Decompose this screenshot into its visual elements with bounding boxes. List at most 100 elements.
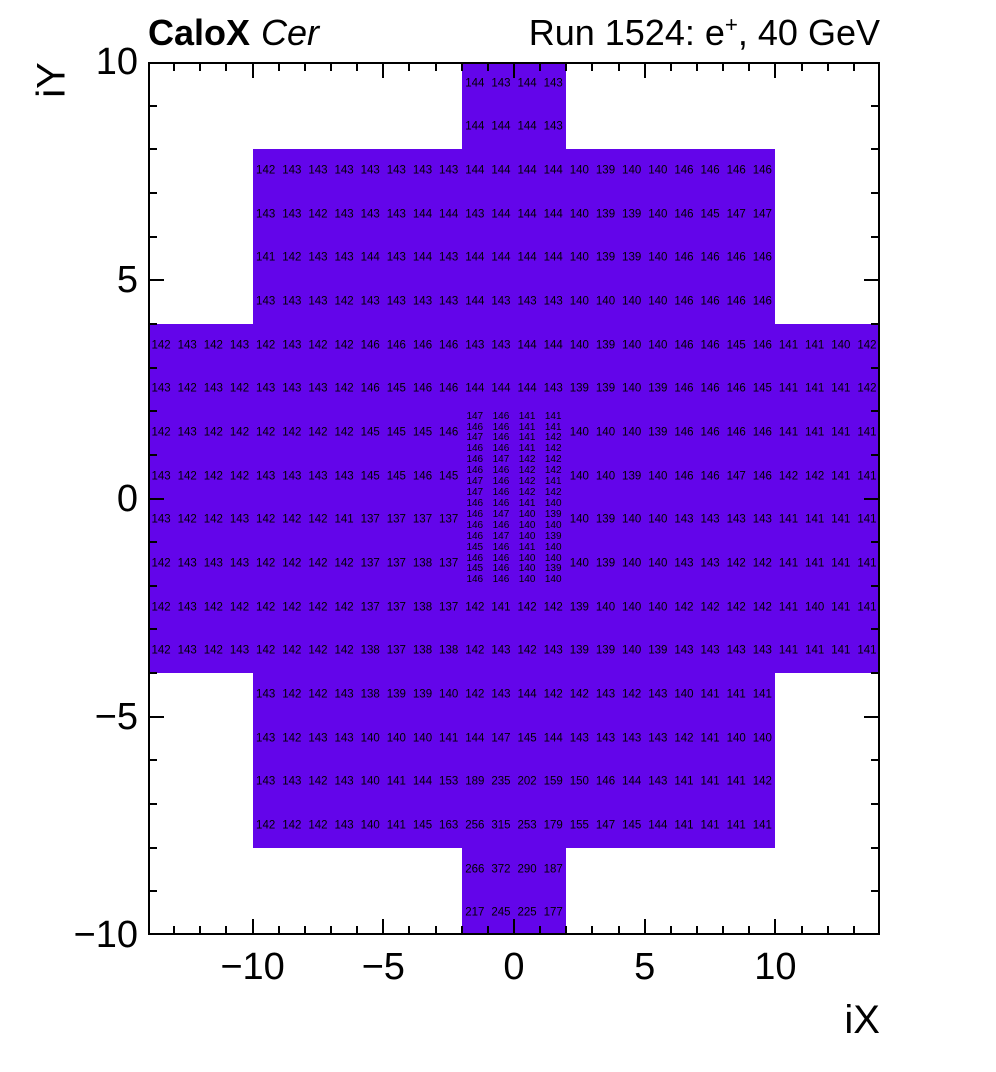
dense-cell-value: 147 xyxy=(466,410,484,422)
cell-value: 146 xyxy=(674,338,694,351)
cell-value: 141 xyxy=(700,775,720,788)
cell-value: 144 xyxy=(517,688,537,701)
cell-value: 140 xyxy=(752,731,772,744)
cell-value: 145 xyxy=(386,382,406,395)
cell-value: 137 xyxy=(439,600,459,613)
cell-value: 144 xyxy=(465,295,485,308)
x-major-tick-mirror xyxy=(643,62,646,78)
cell-value: 140 xyxy=(648,295,668,308)
cell-value: 144 xyxy=(439,208,459,221)
cell-value: 145 xyxy=(386,426,406,439)
cell-value: 141 xyxy=(778,644,799,657)
y-minor-tick-mirror xyxy=(871,803,880,806)
cell-value: 143 xyxy=(648,731,668,744)
dense-cell-value: 147 xyxy=(492,454,510,466)
cell-value: 141 xyxy=(334,513,354,526)
cell-value: 140 xyxy=(648,251,668,264)
cell-value: 141 xyxy=(386,775,406,788)
cell-value: 140 xyxy=(595,295,616,308)
cell-value: 143 xyxy=(256,382,276,395)
cell-value: 146 xyxy=(674,251,694,264)
dense-cell-value: 146 xyxy=(492,465,510,477)
x-minor-tick xyxy=(696,926,698,935)
cell-value: 143 xyxy=(308,469,328,482)
x-minor-tick-mirror xyxy=(303,62,306,71)
cell-value: 141 xyxy=(831,382,851,395)
cell-value: 146 xyxy=(674,382,694,395)
dense-cell-value: 146 xyxy=(492,519,510,531)
cell-value: 141 xyxy=(778,426,799,439)
y-minor-tick-mirror xyxy=(871,191,880,194)
y-minor-tick-mirror xyxy=(871,584,880,587)
cell-value: 142 xyxy=(674,600,694,613)
cell-value: 143 xyxy=(308,164,328,177)
dense-cell-value: 142 xyxy=(544,454,562,466)
cell-value: 143 xyxy=(308,382,328,395)
cell-value: 143 xyxy=(203,557,223,570)
y-minor-tick-mirror xyxy=(871,846,880,849)
cell-value: 141 xyxy=(752,819,772,832)
cell-value: 144 xyxy=(543,731,563,744)
cell-value: 145 xyxy=(360,426,380,439)
y-minor-tick xyxy=(148,759,157,762)
cell-value: 142 xyxy=(256,426,276,439)
dense-cell-value: 140 xyxy=(544,552,562,564)
cell-value: 142 xyxy=(282,819,302,832)
cell-value: 141 xyxy=(857,644,877,657)
dense-cell-value: 146 xyxy=(466,574,484,586)
cell-value: 143 xyxy=(439,295,459,308)
y-minor-tick xyxy=(148,322,157,325)
cell-value: 144 xyxy=(360,251,380,264)
x-minor-tick xyxy=(826,926,829,935)
cell-value: 143 xyxy=(334,208,354,221)
cell-value: 143 xyxy=(360,208,380,221)
cell-value: 141 xyxy=(778,513,799,526)
cell-value: 144 xyxy=(465,731,485,744)
cell-value: 143 xyxy=(569,731,589,744)
x-minor-tick xyxy=(852,926,855,935)
cell-value: 144 xyxy=(412,251,433,264)
cell-value: 143 xyxy=(256,731,276,744)
cell-value: 141 xyxy=(831,644,851,657)
cell-value: 139 xyxy=(386,688,406,701)
cell-value: 140 xyxy=(648,164,668,177)
y-major-tick xyxy=(148,715,164,718)
cell-value: 142 xyxy=(282,426,302,439)
cell-value: 142 xyxy=(569,688,589,701)
cell-value: 153 xyxy=(439,775,459,788)
cell-value: 137 xyxy=(412,513,433,526)
x-minor-tick xyxy=(748,926,751,935)
y-minor-tick xyxy=(148,104,157,107)
cell-value: 143 xyxy=(282,775,302,788)
cell-value: 143 xyxy=(543,120,563,133)
cell-value: 144 xyxy=(622,775,642,788)
cell-value: 144 xyxy=(543,251,563,264)
cell-value: 146 xyxy=(700,295,720,308)
cell-value: 163 xyxy=(439,819,459,832)
cell-value: 140 xyxy=(569,338,589,351)
cell-value: 142 xyxy=(282,731,302,744)
x-minor-tick xyxy=(539,926,542,935)
dense-cell-value: 140 xyxy=(518,552,536,564)
cell-value: 217 xyxy=(465,906,485,919)
dense-cell-value: 147 xyxy=(492,508,510,520)
cell-value: 142 xyxy=(308,819,328,832)
cell-value: 256 xyxy=(465,819,485,832)
cell-value: 155 xyxy=(569,819,589,832)
y-minor-tick-mirror xyxy=(871,148,880,151)
cell-value: 139 xyxy=(648,644,668,657)
x-minor-tick xyxy=(617,926,620,935)
cell-value: 140 xyxy=(569,164,589,177)
cell-value: 142 xyxy=(256,600,276,613)
cell-value: 143 xyxy=(648,775,668,788)
cell-value: 140 xyxy=(622,382,642,395)
cell-value: 145 xyxy=(412,819,433,832)
cell-value: 142 xyxy=(805,469,825,482)
y-tick-label: 5 xyxy=(116,259,138,302)
cell-value: 142 xyxy=(229,600,250,613)
cell-value: 147 xyxy=(726,469,746,482)
cell-value: 140 xyxy=(805,600,825,613)
cell-value: 140 xyxy=(622,644,642,657)
cell-value: 142 xyxy=(282,513,302,526)
cell-value: 137 xyxy=(360,600,380,613)
